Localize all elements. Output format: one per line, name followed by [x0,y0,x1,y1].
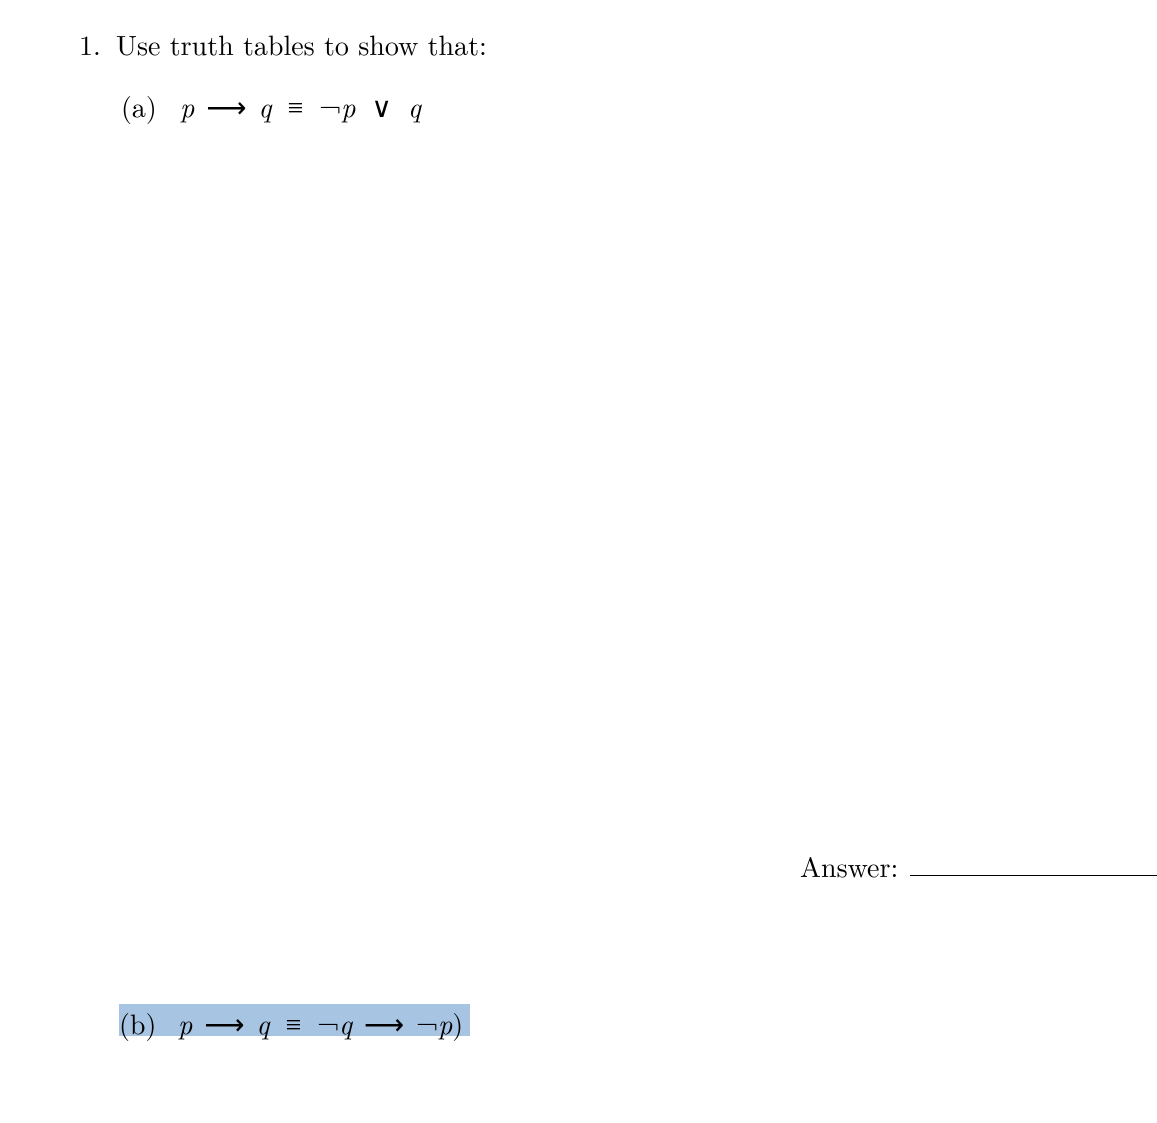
part-b-label: (b) [119,1003,156,1043]
neg-op: ¬ [319,86,341,126]
var-q: q [257,1003,270,1043]
var-q: q [339,1003,352,1043]
var-p: p [438,1003,452,1043]
problem-number: 1. [79,24,101,64]
neg-op: ¬ [416,1003,438,1043]
var-q: q [408,86,421,126]
answer-label: Answer: [800,846,898,886]
arrow-icon: ⟶ [204,86,248,126]
neg-op: ¬ [317,1003,339,1043]
var-p: p [180,86,194,126]
close-paren: ) [452,1003,463,1043]
var-p: p [341,86,355,126]
var-q: q [259,86,272,126]
arrow-icon: ⟶ [362,1003,406,1043]
part-a-expression: p ⟶ q ≡ ¬p ∨ q [180,86,421,126]
answer-blank-line [910,875,1157,876]
or-op: ∨ [365,86,398,126]
equiv-op: ≡ [281,86,309,126]
equiv-op: ≡ [279,1003,307,1043]
var-p: p [178,1003,192,1043]
page: 1. Use truth tables to show that: (a) p … [0,0,1157,1123]
part-a-label: (a) [121,86,157,126]
arrow-icon: ⟶ [202,1003,246,1043]
part-b-expression: p ⟶ q ≡ ¬q ⟶ ¬p) [178,1003,463,1043]
problem-statement: Use truth tables to show that: [116,24,487,64]
